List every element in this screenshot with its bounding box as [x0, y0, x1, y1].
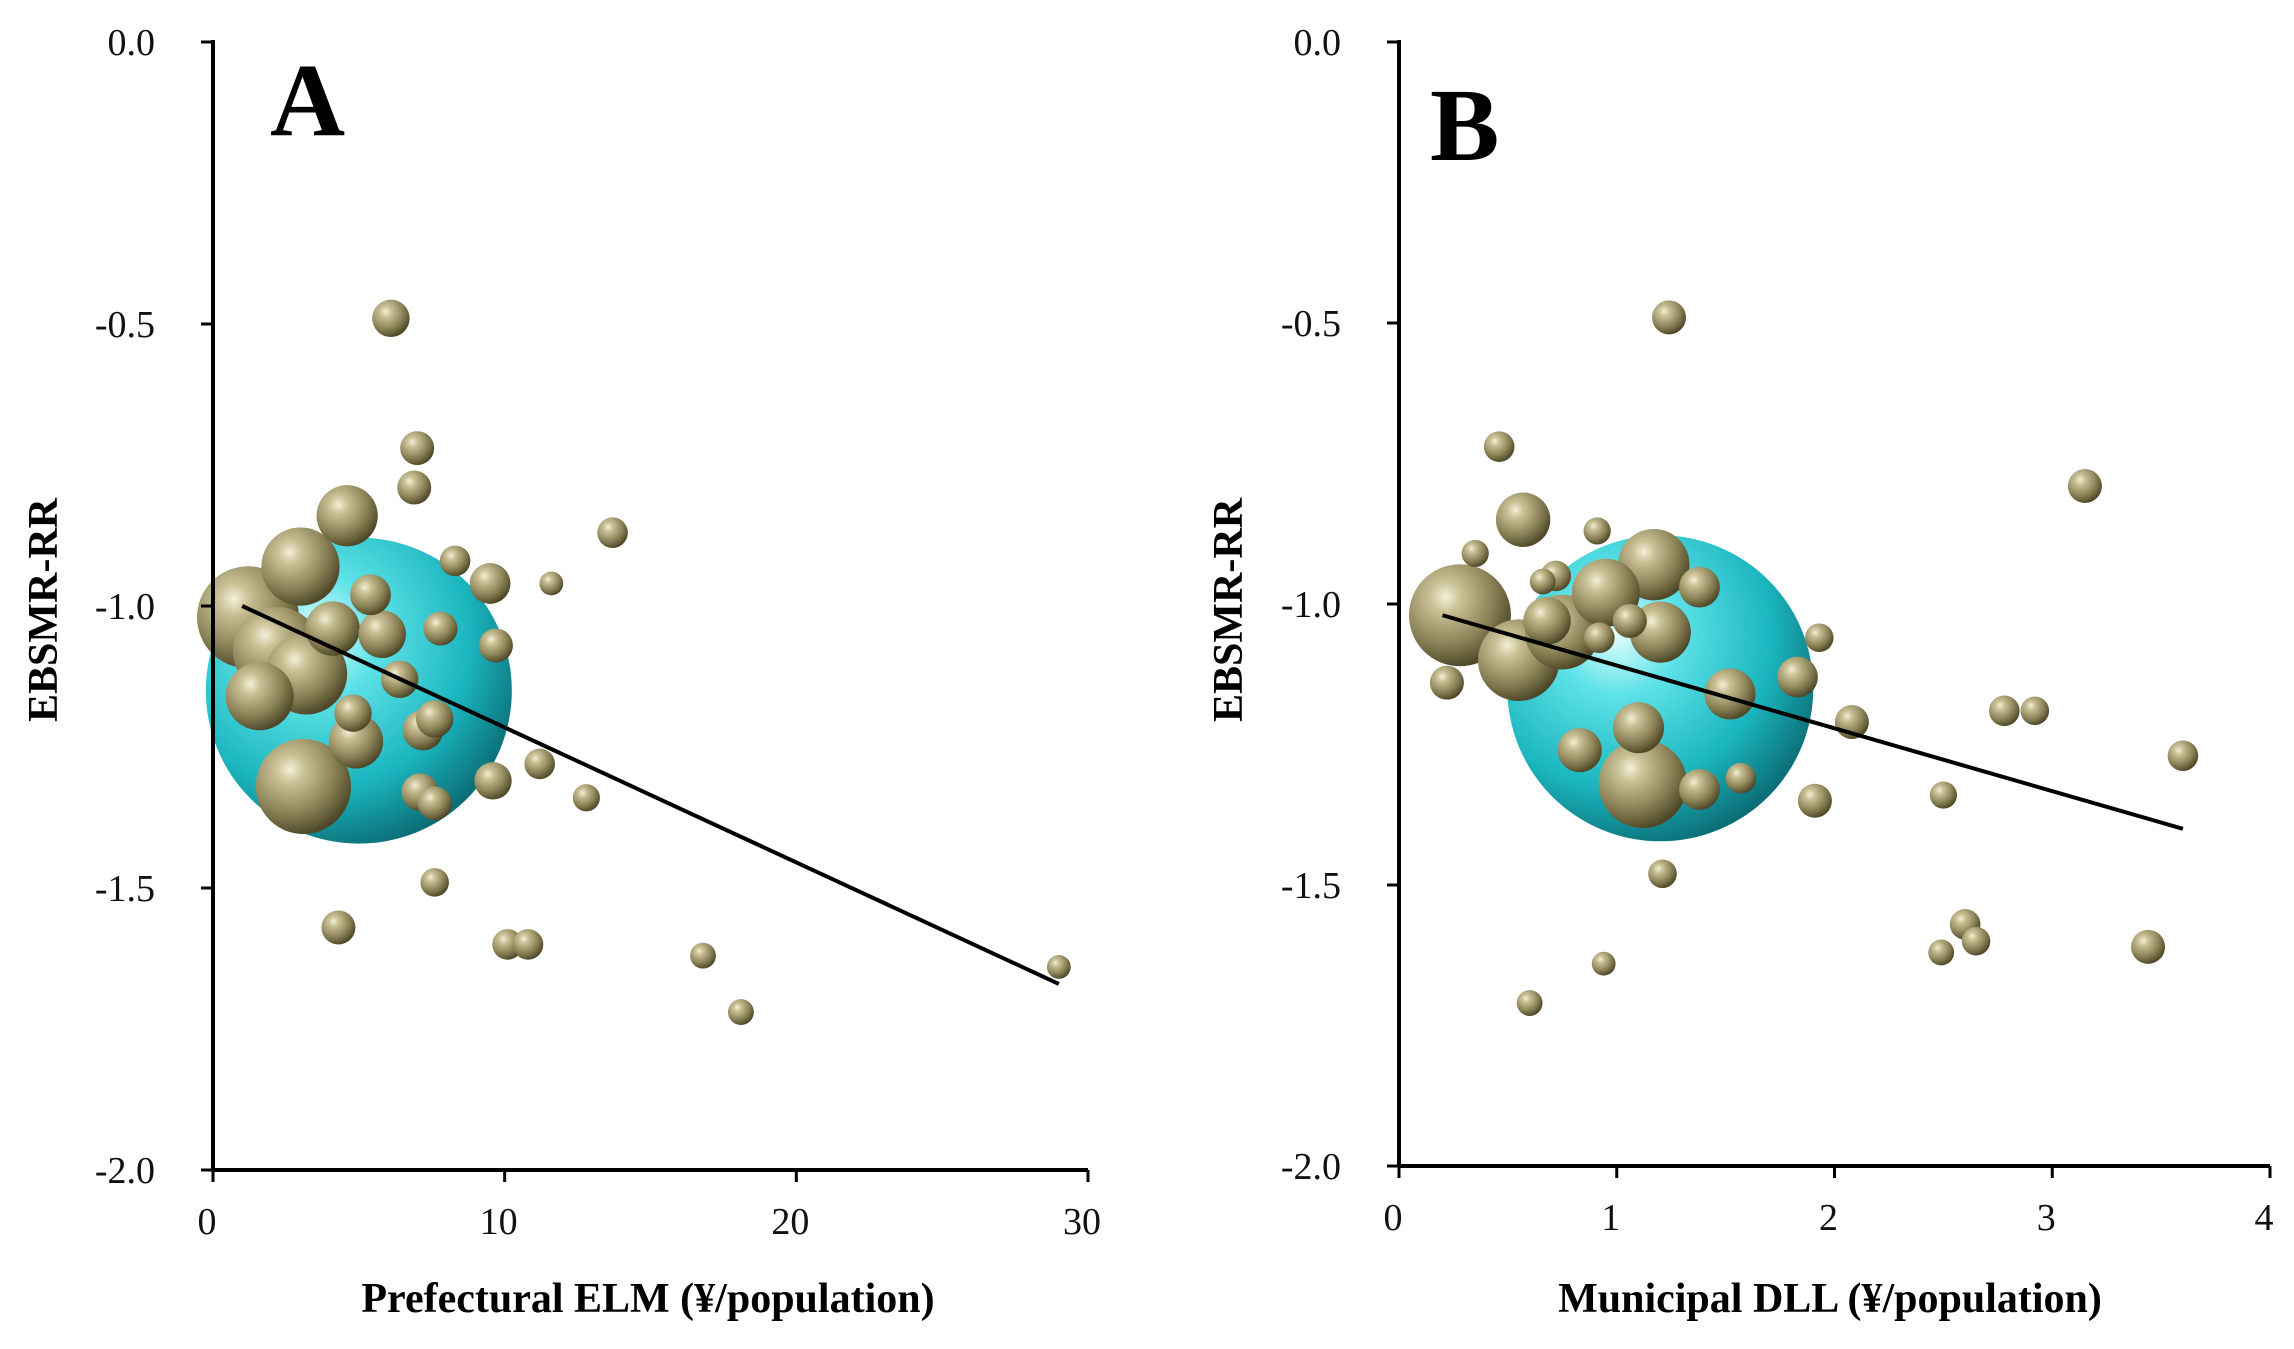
x-axis-label-a: Prefectural ELM (¥/population)	[361, 1276, 934, 1322]
data-point-b-24	[1777, 656, 1818, 698]
panel-label-b: B	[1430, 68, 1499, 183]
y-tick-label-a-4: -2.0	[95, 1150, 155, 1192]
data-point-a-32	[512, 929, 544, 960]
markers-a	[197, 299, 1071, 1025]
data-point-a-30	[321, 910, 356, 945]
data-point-a-28	[597, 517, 628, 548]
data-point-b-11	[1704, 668, 1756, 720]
x-tick-label-a-2: 20	[771, 1201, 809, 1243]
data-point-b-31	[1929, 781, 1957, 809]
data-point-a-35	[1046, 955, 1071, 979]
y-tick-label-a-1: -0.5	[95, 304, 155, 346]
data-point-a-24	[474, 762, 512, 800]
data-point-b-34	[1928, 939, 1955, 966]
markers-b	[1408, 300, 2199, 1016]
data-point-a-29	[420, 868, 449, 897]
y-axis-label-a: EBSMR-RR	[21, 497, 67, 722]
data-point-b-36	[2020, 696, 2050, 726]
y-tick-label-b-1: -0.5	[1281, 303, 1341, 345]
x-tick-label-b-2: 2	[1819, 1197, 1838, 1239]
data-point-a-11	[334, 694, 372, 732]
data-point-a-33	[690, 942, 716, 969]
data-point-b-39	[2167, 740, 2199, 772]
y-tick-label-a-3: -1.5	[95, 868, 155, 910]
data-point-a-25	[524, 748, 555, 780]
data-point-b-8	[1523, 597, 1571, 645]
data-point-a-13	[372, 299, 410, 338]
y-tick-label-b-0: 0.0	[1294, 22, 1342, 64]
data-point-b-25	[1804, 623, 1834, 652]
data-point-b-30	[1516, 990, 1543, 1016]
data-point-b-37	[2067, 468, 2102, 503]
data-point-b-23	[1725, 762, 1757, 794]
data-point-b-21	[1583, 517, 1611, 545]
chart-panel-b: B 0.0 -0.5 -1.0 -1.5 -2.0 0 1 2 3 4 Municipal DLL…	[1206, 22, 2274, 1322]
x-tick-label-a-1: 10	[480, 1201, 518, 1243]
data-point-b-22	[1679, 769, 1720, 810]
panel-label-a: A	[270, 43, 345, 158]
data-point-a-3	[225, 662, 294, 731]
data-point-b-7	[1495, 492, 1551, 547]
y-tick-label-b-4: -2.0	[1281, 1146, 1341, 1188]
data-point-a-26	[539, 571, 564, 596]
trend-line-b	[1441, 613, 2184, 831]
chart-panel-a: A 0.0 -0.5 -1.0 -1.5 -2.0 0 10 20 30 Prefectural…	[21, 22, 1101, 1322]
x-tick-label-b-3: 3	[2037, 1197, 2056, 1239]
data-point-b-6	[1598, 739, 1688, 829]
x-tick-label-a-3: 30	[1063, 1201, 1101, 1243]
data-point-a-15	[397, 470, 432, 505]
data-point-a-10	[358, 610, 406, 658]
data-point-b-16	[1483, 431, 1515, 462]
data-point-b-9	[1613, 702, 1665, 754]
data-point-b-20	[1529, 568, 1556, 595]
data-point-a-19	[417, 786, 452, 821]
data-point-b-10	[1557, 728, 1602, 773]
x-tick-label-a-0: 0	[198, 1201, 217, 1243]
y-tick-label-b-3: -1.5	[1281, 865, 1341, 907]
x-tick-label-b-0: 0	[1384, 1197, 1403, 1239]
data-point-b-35	[1989, 695, 2020, 727]
data-point-a-5	[255, 738, 352, 835]
x-tick-label-b-1: 1	[1601, 1197, 1620, 1239]
x-tick-label-b-4: 4	[2255, 1197, 2274, 1239]
y-tick-label-a-2: -1.0	[95, 586, 155, 628]
data-point-a-9	[350, 574, 391, 616]
y-tick-label-b-2: -1.0	[1281, 584, 1341, 626]
data-point-b-29	[1591, 951, 1616, 976]
data-point-a-20	[423, 611, 458, 646]
data-point-a-23	[478, 628, 513, 663]
data-point-a-14	[400, 431, 435, 466]
axes-a: 0.0 -0.5 -1.0 -1.5 -2.0 0 10 20 30	[95, 22, 1101, 1243]
trend-line-a	[241, 604, 1060, 986]
data-point-a-4	[261, 527, 340, 606]
data-point-b-15	[1652, 300, 1687, 335]
data-point-a-22	[469, 563, 511, 604]
y-axis-label-b: EBSMR-RR	[1206, 497, 1252, 722]
data-point-a-17	[415, 700, 454, 738]
data-point-b-13	[1612, 603, 1647, 638]
data-point-b-12	[1679, 566, 1720, 608]
data-point-a-34	[727, 999, 754, 1025]
data-point-a-21	[439, 545, 471, 577]
data-point-b-17	[1429, 665, 1464, 700]
y-tick-label-a-0: 0.0	[108, 22, 156, 64]
data-point-b-26	[1797, 783, 1832, 818]
data-point-b-14	[1584, 622, 1615, 654]
data-point-b-38	[2131, 929, 2166, 964]
data-point-a-27	[572, 784, 600, 812]
axes-b: 0.0 -0.5 -1.0 -1.5 -2.0 0 1 2 3 4	[1281, 22, 2274, 1239]
x-axis-label-b: Municipal DLL (¥/population)	[1558, 1276, 2102, 1322]
data-point-b-33	[1961, 926, 1991, 956]
data-point-b-28	[1648, 859, 1677, 889]
data-point-a-6	[316, 485, 378, 547]
data-point-b-18	[1461, 539, 1489, 568]
